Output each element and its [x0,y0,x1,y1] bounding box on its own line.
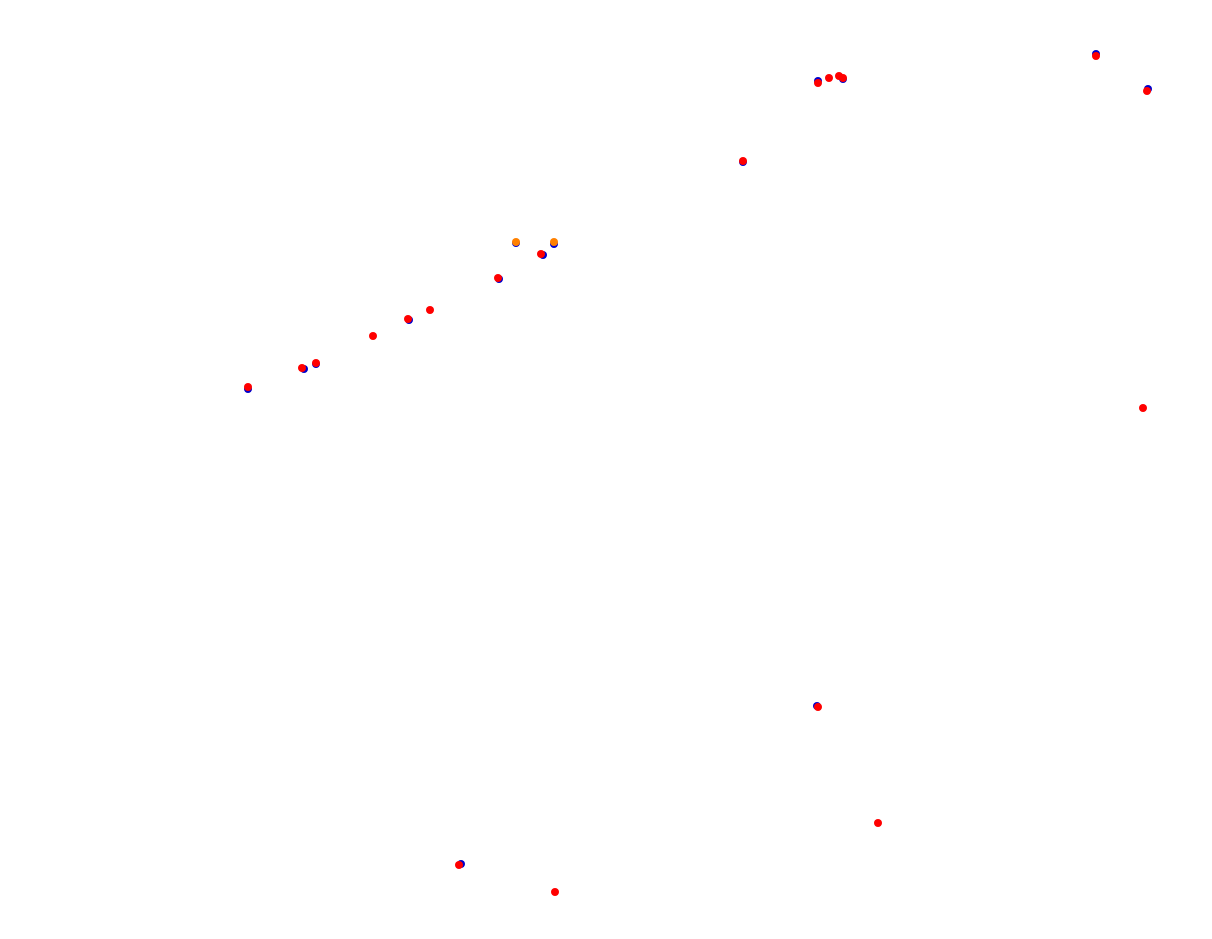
point-s2-7 [537,250,545,258]
point-s1-0 [512,238,520,246]
series-1 [512,238,558,246]
point-s2-9 [814,79,822,87]
point-s2-13 [1092,52,1100,60]
point-s2-5 [426,306,434,314]
point-s2-3 [369,332,377,340]
series-2 [244,52,1151,896]
point-s2-19 [551,888,559,896]
point-s2-12 [839,74,847,82]
point-s2-8 [739,157,747,165]
point-s2-16 [814,703,822,711]
point-s2-0 [244,383,252,391]
point-s2-18 [455,861,463,869]
point-s1-1 [550,238,558,246]
series-0 [244,50,1152,868]
point-s2-10 [825,74,833,82]
point-s2-1 [298,364,306,372]
point-s2-17 [874,819,882,827]
point-s2-4 [404,315,412,323]
point-s2-14 [1143,87,1151,95]
point-s2-6 [494,274,502,282]
points-layer [244,50,1152,896]
point-s2-2 [312,359,320,367]
point-s2-15 [1139,404,1147,412]
